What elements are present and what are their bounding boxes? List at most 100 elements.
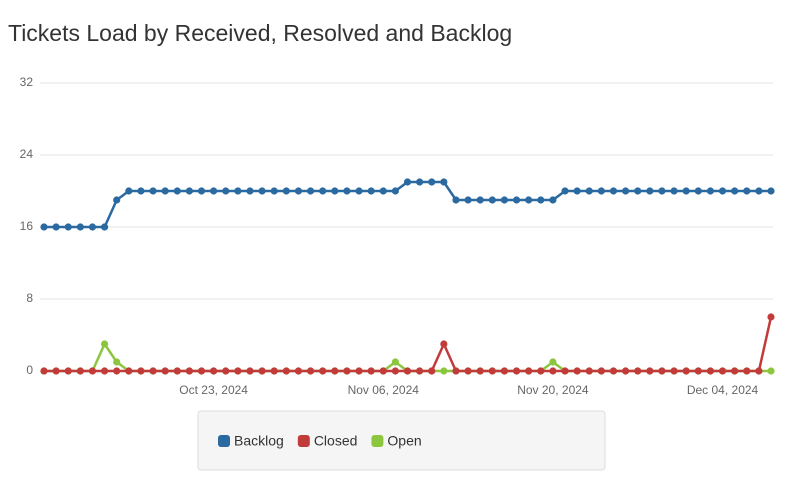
data-point [682,187,690,195]
data-point [100,340,109,348]
data-point [367,367,375,375]
data-point [537,367,545,375]
data-point [282,187,290,195]
data-point [88,223,97,231]
data-point [379,187,387,195]
data-point [161,187,169,195]
data-point [634,367,642,375]
y-tick-label: 8 [26,291,33,305]
data-point [512,196,521,204]
data-point [706,367,715,375]
data-point [597,367,605,375]
data-point [355,187,363,195]
data-point [658,367,666,375]
data-point [622,187,630,195]
data-point [428,178,436,186]
data-point [246,367,254,375]
data-point [682,367,690,375]
data-point [282,367,290,375]
data-point [319,367,327,375]
data-point [743,367,751,375]
data-point [646,367,654,375]
data-point [718,367,727,375]
data-point [694,187,702,195]
data-point [355,367,363,375]
data-point [88,367,97,375]
data-point [585,367,593,375]
x-tick-label: Oct 23, 2024 [179,383,248,397]
data-point [537,196,545,204]
data-point [197,367,206,375]
data-point [185,187,193,195]
data-point [573,187,581,195]
data-point [476,196,484,204]
series-line [44,316,773,373]
series-line [44,341,771,373]
legend-label[interactable]: Backlog [234,433,284,449]
data-point [64,367,72,375]
data-point [646,187,654,195]
data-point [440,367,448,375]
data-point [585,187,593,195]
data-point [452,196,460,204]
data-point [428,367,436,375]
legend-swatch[interactable] [218,435,230,447]
data-point [755,187,763,195]
data-point [670,187,678,195]
data-point [258,367,266,375]
data-point [173,187,181,195]
data-point [319,187,327,195]
data-point [731,367,739,375]
data-point [306,367,315,375]
data-point [731,187,739,195]
data-point [403,178,412,186]
data-point [258,187,266,195]
data-point [306,187,315,195]
data-point [270,367,278,375]
data-point [512,367,521,375]
data-point [609,367,618,375]
data-point [367,187,375,195]
data-point [767,187,775,195]
data-point [100,223,109,231]
legend-swatch[interactable] [371,435,384,447]
data-point [210,367,218,375]
data-point [197,187,206,195]
data-point [500,367,509,375]
data-point [173,367,181,375]
x-tick-label: Nov 06, 2024 [348,383,420,397]
data-point [331,367,339,375]
data-point [403,367,412,375]
data-point [743,187,751,195]
data-point [561,367,569,375]
y-tick-label: 24 [20,147,34,161]
data-point [100,367,109,375]
legend-label[interactable]: Closed [314,433,358,449]
legend-swatch[interactable] [297,435,310,447]
data-point [500,196,509,204]
data-point [137,367,145,375]
data-point [343,367,351,375]
data-point [294,367,303,375]
data-point [76,367,84,375]
data-point [476,367,484,375]
data-point [597,187,605,195]
data-point [440,178,448,186]
data-point [464,196,472,204]
data-point [246,187,254,195]
data-point [767,367,775,375]
data-point [125,367,133,375]
data-point [416,367,424,375]
legend-label[interactable]: Open [387,433,421,449]
data-point [222,367,230,375]
data-point [113,358,121,366]
data-point [416,178,424,186]
data-point [40,367,48,375]
data-point [549,358,557,366]
chart-title: Tickets Load by Received, Resolved and B… [8,20,512,46]
data-point [137,187,145,195]
data-point [331,187,339,195]
legend-box [197,410,606,471]
data-point [525,367,533,375]
